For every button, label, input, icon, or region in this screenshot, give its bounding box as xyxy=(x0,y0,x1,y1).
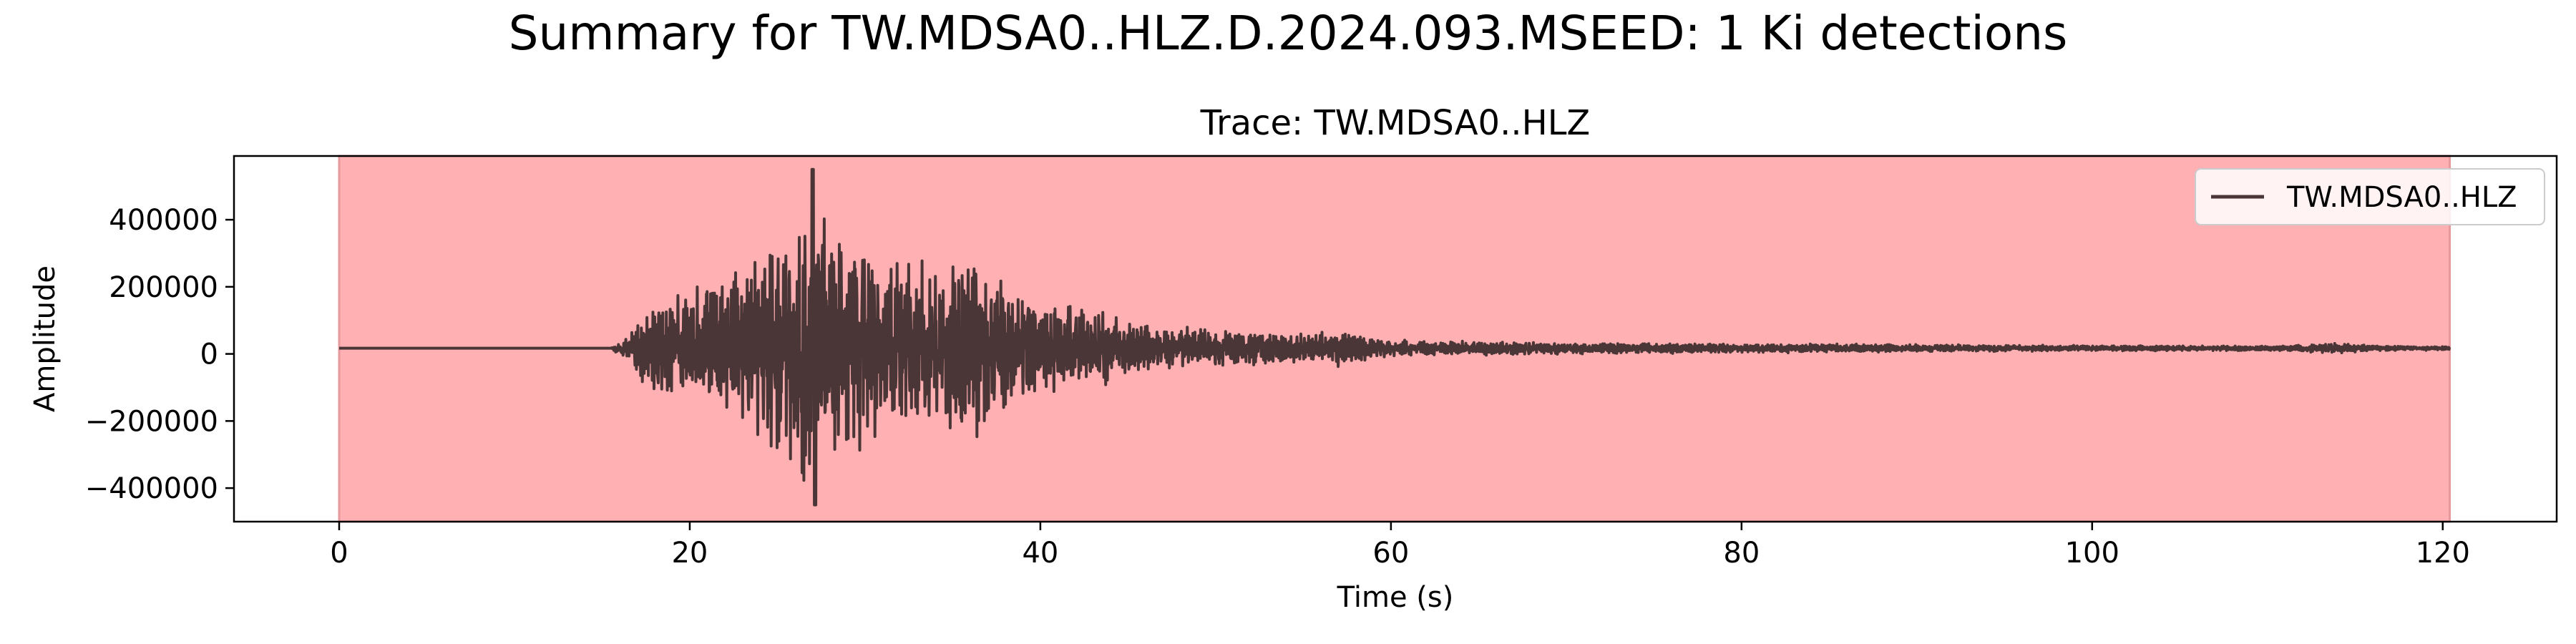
x-tick-label: 0 xyxy=(330,537,348,570)
x-tick-label: 40 xyxy=(1022,537,1058,570)
axes-title: Trace: TW.MDSA0..HLZ xyxy=(1200,103,1591,143)
x-tick-label: 20 xyxy=(671,537,708,570)
y-tick-label: −400000 xyxy=(85,472,218,505)
y-tick-label: −200000 xyxy=(85,405,218,438)
figure-title: Summary for TW.MDSA0..HLZ.D.2024.093.MSE… xyxy=(508,6,2068,61)
legend: TW.MDSA0..HLZ xyxy=(2195,168,2545,225)
x-tick-label: 80 xyxy=(1723,537,1760,570)
x-tick-label: 120 xyxy=(2416,537,2470,570)
trace-line xyxy=(338,167,2451,507)
y-tick-label: 400000 xyxy=(109,204,218,237)
x-axis-ticks: 0 20 40 60 80 100 120 xyxy=(330,522,2470,570)
legend-box xyxy=(2195,168,2545,225)
trace-layer xyxy=(338,167,2451,507)
y-axis-ticks: −400000 −200000 0 200000 400000 xyxy=(85,204,234,505)
axes-frame xyxy=(233,155,2558,523)
legend-entry-label: TW.MDSA0..HLZ xyxy=(2286,181,2517,214)
x-tick-label: 100 xyxy=(2065,537,2119,570)
x-axis-label: Time (s) xyxy=(1337,581,1454,614)
y-tick-label: 200000 xyxy=(109,271,218,304)
y-tick-label: 0 xyxy=(200,338,218,371)
y-axis-label: Amplitude xyxy=(29,265,62,412)
x-tick-label: 60 xyxy=(1372,537,1409,570)
